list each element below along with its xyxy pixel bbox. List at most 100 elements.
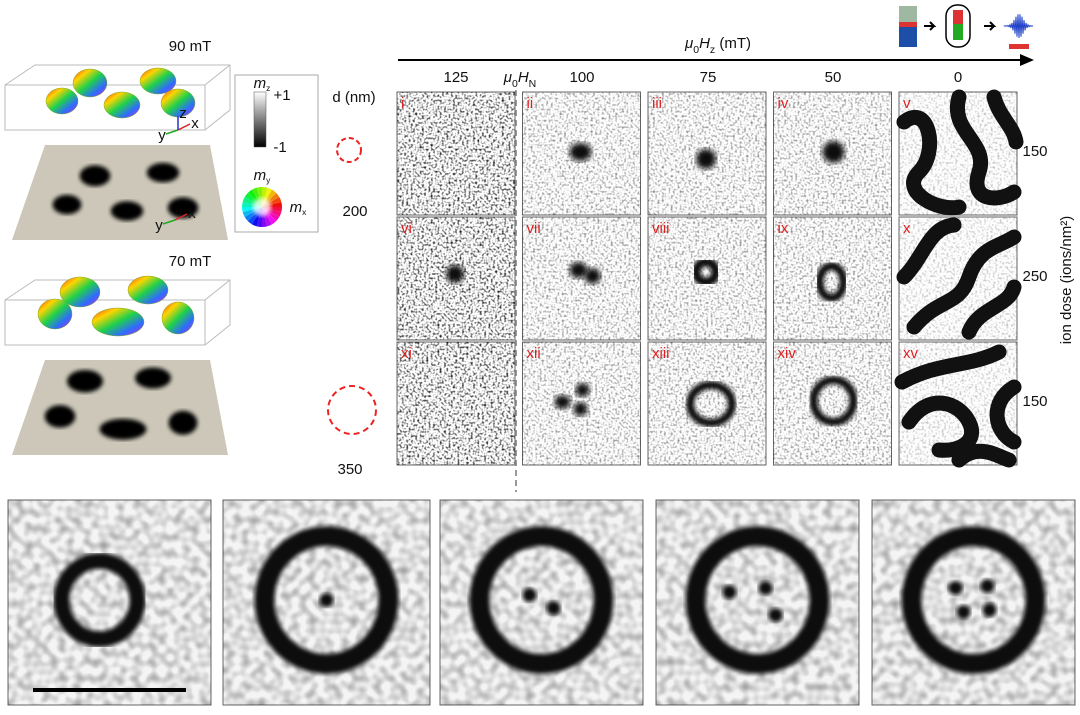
field-label: 90 mT	[169, 38, 212, 55]
field-axis-title-part: (mT)	[715, 35, 751, 52]
field-value: 75	[700, 69, 717, 86]
panel-label: iii	[652, 95, 662, 112]
stripe-domain	[949, 89, 1022, 206]
icon-wave	[1003, 14, 1034, 39]
my-label-part: m	[254, 167, 267, 184]
domain-blob	[722, 585, 737, 599]
stripe-domain	[896, 217, 962, 285]
domain-shadow	[67, 369, 103, 393]
field-axis-title: μ0Hz (mT)	[684, 35, 751, 56]
domain-blob	[575, 383, 590, 397]
diameter-marker	[327, 385, 377, 435]
field-value: 100	[569, 69, 594, 86]
stripe-domain	[951, 443, 1017, 468]
icon-layer	[899, 27, 917, 47]
sample-plane	[12, 145, 228, 240]
skyrmion-render	[160, 88, 196, 118]
domain-blob	[758, 581, 773, 595]
triad-label: x	[188, 205, 196, 222]
domain-ring	[686, 381, 736, 427]
stripe-domain	[906, 229, 1022, 335]
icon-green	[953, 24, 963, 40]
image-noise	[522, 217, 641, 340]
domain-blob	[522, 588, 537, 602]
domain-blob	[573, 402, 588, 416]
dose-value: 150	[1022, 143, 1047, 160]
panel-label: vii	[527, 220, 541, 237]
nucleation-label-part: 0	[512, 78, 518, 90]
stripe-domain	[961, 279, 1022, 340]
domain-blob	[982, 603, 997, 617]
image-noise	[8, 500, 211, 705]
domain-shadow	[167, 197, 199, 219]
diameter-title: d (nm)	[332, 89, 375, 106]
skyrmion-render	[161, 301, 195, 335]
mz-min: -1	[273, 139, 286, 156]
panel-label: iv	[778, 95, 789, 112]
mx-label-part: m	[290, 199, 303, 216]
domain-ring	[691, 257, 721, 287]
icon-layer	[899, 22, 917, 27]
icon-arrow	[984, 21, 997, 31]
triad-y	[162, 219, 176, 225]
image-noise	[773, 217, 892, 340]
field-axis-title-part: z	[710, 44, 715, 56]
diameter-value: 350	[337, 461, 362, 478]
panel-label: xiii	[652, 345, 670, 362]
field-value: 50	[825, 69, 842, 86]
domain-blob	[980, 579, 995, 593]
domain-ring	[815, 262, 848, 302]
diameter-value: 200	[342, 203, 367, 220]
field-axis-title-part: 0	[693, 44, 699, 56]
stripe-domain	[989, 379, 1022, 450]
domain-shadow	[44, 405, 76, 428]
image-noise	[397, 92, 515, 215]
panel-label: viii	[652, 220, 670, 237]
domain-ring	[469, 526, 614, 674]
panel-label: xi	[401, 345, 412, 362]
domain-ring	[809, 376, 858, 426]
field-arrowhead	[1020, 54, 1034, 66]
domain-blob	[546, 601, 561, 615]
domain-blob	[554, 395, 571, 409]
domain-shadow	[135, 367, 171, 389]
icon-arrow	[924, 21, 937, 31]
triad-label: y	[158, 127, 166, 144]
triad-x	[174, 213, 188, 221]
domain-blob	[569, 143, 592, 161]
image-noise	[773, 342, 892, 465]
my-label-part: y	[266, 175, 271, 185]
mz-label: mz	[254, 75, 271, 93]
field-axis-title-part: H	[699, 35, 710, 52]
panel-label: ix	[778, 220, 789, 237]
domain-shadow	[79, 165, 111, 187]
triad-x	[177, 123, 191, 131]
stripe-domain	[896, 110, 967, 216]
my-label: my	[254, 167, 272, 185]
dose-title: ion dose (ions/nm²)	[1058, 216, 1075, 344]
skyrmion-render	[45, 87, 79, 115]
domain-blob	[822, 141, 845, 163]
skyrmion-render	[103, 91, 141, 119]
skyrmion-render	[139, 67, 177, 95]
panel-label: xiv	[778, 345, 797, 362]
stripe-domain	[986, 89, 1024, 150]
panel-label: xv	[903, 345, 919, 362]
field-label: 70 mT	[169, 253, 212, 270]
diameter-marker	[336, 137, 362, 163]
sample-plane	[12, 360, 228, 455]
skyrmion-render	[91, 307, 145, 337]
domain-blob	[768, 608, 783, 622]
panel-label: vi	[401, 220, 412, 237]
domain-shadow	[52, 194, 82, 215]
domain-blob	[948, 581, 963, 595]
panel-label: v	[903, 95, 911, 112]
skyrmion-render	[37, 298, 73, 330]
domain-ring	[53, 552, 146, 648]
nucleation-label: μ0HN	[503, 69, 537, 90]
triad-label: x	[191, 115, 199, 132]
panel-label: xii	[527, 345, 541, 362]
nucleation-label-part: μ	[503, 69, 512, 86]
color-wheel-center	[253, 198, 271, 216]
skyrmion-render	[59, 276, 101, 308]
